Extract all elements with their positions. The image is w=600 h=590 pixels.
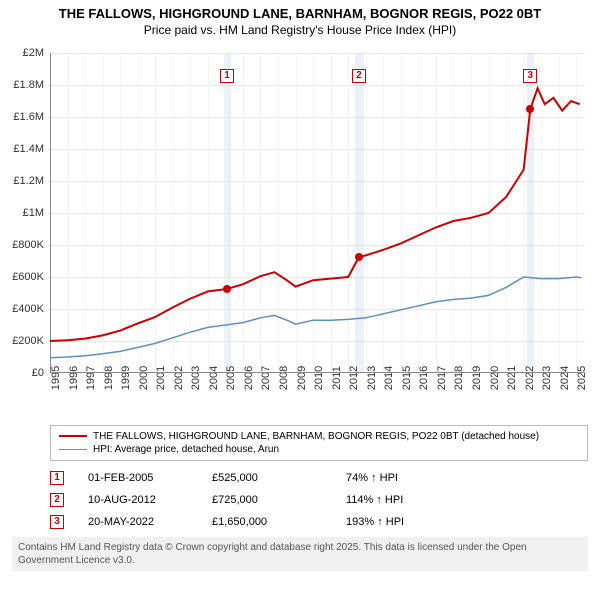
- y-tick-label: £1.8M: [0, 79, 50, 91]
- y-tick-label: £400K: [0, 303, 50, 315]
- legend: THE FALLOWS, HIGHGROUND LANE, BARNHAM, B…: [50, 425, 588, 461]
- event-hpi: 193% ↑ HPI: [346, 516, 446, 528]
- chart-subtitle: Price paid vs. HM Land Registry's House …: [0, 23, 600, 43]
- event-hpi: 114% ↑ HPI: [346, 494, 446, 506]
- event-marker-icon: 2: [50, 493, 64, 507]
- footer-attribution: Contains HM Land Registry data © Crown c…: [12, 537, 588, 571]
- y-tick-label: £1.6M: [0, 111, 50, 123]
- event-marker-box: 3: [523, 69, 537, 83]
- event-marker-icon: 3: [50, 515, 64, 529]
- legend-item: THE FALLOWS, HIGHGROUND LANE, BARNHAM, B…: [59, 430, 579, 443]
- chart-title: THE FALLOWS, HIGHGROUND LANE, BARNHAM, B…: [0, 0, 600, 23]
- event-marker-box: 2: [352, 69, 366, 83]
- event-price: £525,000: [212, 472, 322, 484]
- y-tick-label: £2M: [0, 47, 50, 59]
- legend-item: HPI: Average price, detached house, Arun: [59, 443, 579, 456]
- event-date: 01-FEB-2005: [88, 472, 188, 484]
- line-series-svg: [50, 53, 585, 373]
- event-row: 2 10-AUG-2012 £725,000 114% ↑ HPI: [50, 489, 588, 511]
- chart-area: £0 £200K £400K £600K £800K £1M £1.2M £1.4M £1.6M…: [0, 43, 600, 423]
- y-tick-label: £600K: [0, 271, 50, 283]
- y-tick-label: £1M: [0, 207, 50, 219]
- events-table: 1 01-FEB-2005 £525,000 74% ↑ HPI 2 10-AUG-201…: [50, 467, 588, 533]
- event-price: £725,000: [212, 494, 322, 506]
- y-tick-label: £800K: [0, 239, 50, 251]
- event-price: £1,650,000: [212, 516, 322, 528]
- sale-point-dot: [526, 105, 534, 113]
- sale-point-dot: [223, 285, 231, 293]
- y-tick-label: £1.2M: [0, 175, 50, 187]
- series-line: [50, 88, 580, 341]
- event-row: 3 20-MAY-2022 £1,650,000 193% ↑ HPI: [50, 511, 588, 533]
- event-row: 1 01-FEB-2005 £525,000 74% ↑ HPI: [50, 467, 588, 489]
- legend-label: HPI: Average price, detached house, Arun: [93, 444, 279, 455]
- legend-swatch: [59, 435, 87, 437]
- event-date: 10-AUG-2012: [88, 494, 188, 506]
- sale-point-dot: [355, 253, 363, 261]
- chart-container: THE FALLOWS, HIGHGROUND LANE, BARNHAM, B…: [0, 0, 600, 571]
- event-marker-box: 1: [220, 69, 234, 83]
- event-marker-icon: 1: [50, 471, 64, 485]
- y-tick-label: £0: [0, 367, 50, 379]
- event-hpi: 74% ↑ HPI: [346, 472, 446, 484]
- event-date: 20-MAY-2022: [88, 516, 188, 528]
- y-tick-label: £200K: [0, 335, 50, 347]
- legend-swatch: [59, 449, 87, 450]
- series-line: [50, 277, 582, 358]
- legend-label: THE FALLOWS, HIGHGROUND LANE, BARNHAM, B…: [93, 431, 539, 442]
- y-tick-label: £1.4M: [0, 143, 50, 155]
